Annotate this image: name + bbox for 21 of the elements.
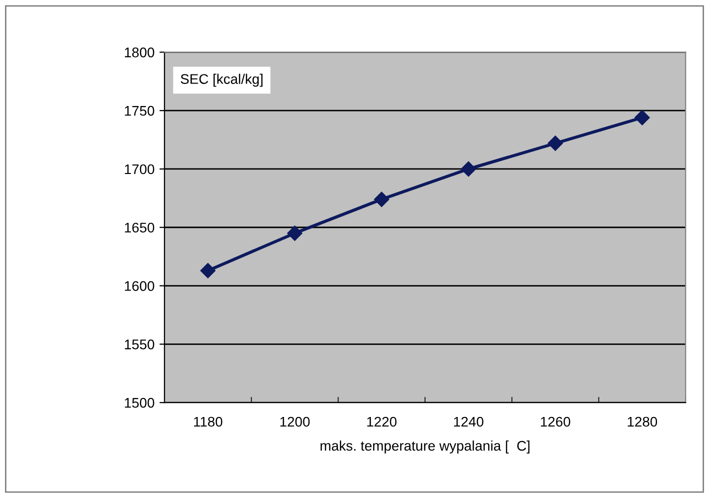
x-axis-title: maks. temperature wypalania [ C] (320, 440, 530, 454)
point (374, 192, 390, 207)
point (287, 226, 302, 241)
x-tick-label: 1260 (540, 416, 570, 427)
y-tick-label: 1500 (124, 398, 154, 408)
point (548, 136, 563, 151)
y-tick-label: 1700 (124, 164, 154, 174)
x-tick-label: 1200 (280, 416, 310, 427)
x-tick-label: 1220 (367, 416, 397, 427)
y-axis-title: SEC [kcal/kg] (180, 74, 262, 87)
point (200, 263, 216, 278)
x-tick-label: 1240 (454, 416, 484, 427)
y-tick-label: 1600 (124, 281, 154, 291)
point (634, 110, 650, 126)
x-tick-label: 1180 (194, 416, 222, 427)
y-tick-label: 1750 (124, 106, 154, 116)
point (460, 161, 476, 177)
y-tick-label: 1800 (124, 48, 154, 58)
y-tick-label: 1650 (124, 222, 154, 233)
x-tick-label: 1280 (628, 416, 658, 427)
y-tick-label: 1550 (124, 340, 154, 350)
